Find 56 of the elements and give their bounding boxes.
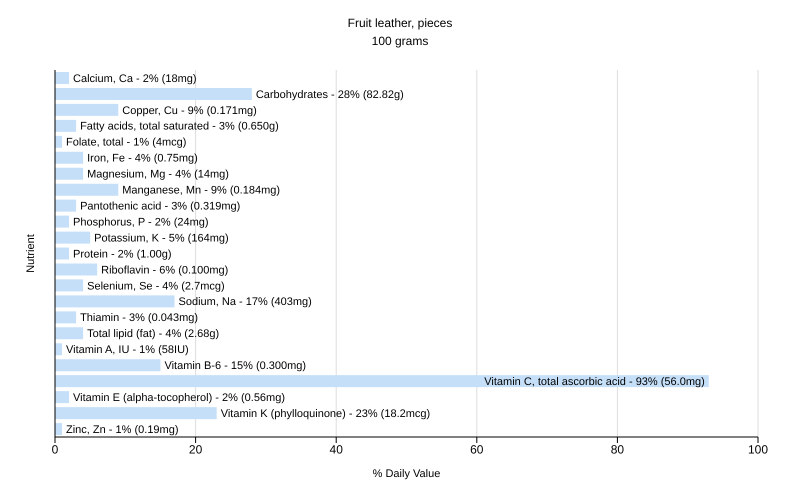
bar <box>55 72 70 84</box>
y-tick-label: Vitamin K (phylloquinone) - 23% (18.2mcg) <box>220 408 430 420</box>
y-tick-label: Manganese, Mn - 9% (0.184mg) <box>122 184 280 197</box>
bar <box>55 232 90 244</box>
y-tick-label: Potassium, K - 5% (164mg) <box>94 232 229 244</box>
y-tick-label: Phosphorus, P - 2% (24mg) <box>73 216 209 228</box>
bar <box>55 200 76 212</box>
bar <box>55 375 709 388</box>
bar <box>55 295 175 308</box>
x-tick-label: 20 <box>188 442 203 457</box>
y-tick-label: Carbohydrates - 28% (82.82g) <box>256 88 404 101</box>
bar <box>55 343 62 356</box>
y-tick-label: Zinc, Zn - 1% (0.19mg) <box>66 424 179 436</box>
bar <box>55 216 70 228</box>
x-tick-label: 80 <box>610 442 624 457</box>
bar <box>55 184 118 196</box>
bar <box>55 391 70 404</box>
bar <box>55 104 118 116</box>
bar <box>55 279 84 292</box>
y-tick-label: Total lipid (fat) - 4% (2.68g) <box>87 328 220 340</box>
bar <box>55 168 84 180</box>
y-tick-label: Fatty acids, total saturated - 3% (0.650g) <box>80 120 279 133</box>
bar <box>55 263 98 276</box>
bar <box>55 88 252 100</box>
y-tick-label: Vitamin C, total ascorbic acid - 93% (56.0mg) <box>484 376 705 388</box>
x-axis-title: % Daily Value <box>372 468 440 480</box>
bar <box>55 311 76 324</box>
y-tick-label: Vitamin E (alpha-tocopherol) - 2% (0.56mg) <box>73 392 286 404</box>
y-tick-label: Calcium, Ca - 2% (18mg) <box>73 72 197 85</box>
chart-subtitle: 100 grams <box>370 33 430 50</box>
bar <box>55 152 84 164</box>
y-tick-label: Copper, Cu - 9% (0.171mg) <box>122 104 257 117</box>
y-tick-label: Thiamin - 3% (0.043mg) <box>80 312 198 324</box>
bar <box>55 423 62 436</box>
y-tick-label: Vitamin A, IU - 1% (58IU) <box>66 344 189 356</box>
y-tick-label: Pantothenic acid - 3% (0.319mg) <box>80 200 240 212</box>
y-tick-label: Riboflavin - 6% (0.100mg) <box>101 264 228 276</box>
bar <box>55 136 62 148</box>
y-tick-label: Selenium, Se - 4% (2.7mcg) <box>87 280 225 292</box>
chart-title: Fruit leather, pieces <box>346 15 454 32</box>
bar <box>55 407 217 420</box>
y-axis-title: Nutrient <box>24 234 37 273</box>
bar <box>55 327 84 340</box>
y-tick-label: Protein - 2% (1.00g) <box>73 248 172 260</box>
y-tick-label: Iron, Fe - 4% (0.75mg) <box>87 152 198 165</box>
y-tick-label: Magnesium, Mg - 4% (14mg) <box>87 168 229 181</box>
x-tick-label: 100 <box>748 442 768 457</box>
x-tick-label: 40 <box>330 442 344 457</box>
x-tick-label: 60 <box>470 442 484 457</box>
y-tick-label: Sodium, Na - 17% (403mg) <box>178 296 312 308</box>
y-tick-label: Vitamin B-6 - 15% (0.300mg) <box>164 360 306 372</box>
bar <box>55 359 160 372</box>
bar <box>55 120 76 132</box>
y-tick-label: Folate, total - 1% (4mcg) <box>66 136 186 149</box>
x-tick-label: 0 <box>52 442 59 457</box>
bar <box>55 248 70 260</box>
